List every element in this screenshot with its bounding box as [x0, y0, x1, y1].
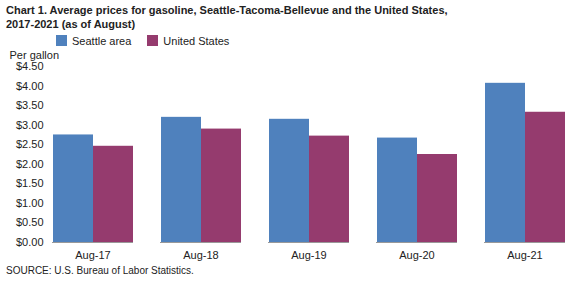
svg-text:$1.50: $1.50 — [16, 177, 44, 189]
svg-text:$1.00: $1.00 — [16, 197, 44, 209]
svg-text:$2.50: $2.50 — [16, 138, 44, 150]
html-text:SOURCE: U.S. Bureau of Labor S: SOURCE: U.S. Bureau of Labor Statistics. — [6, 265, 194, 276]
svg-text:Aug-21: Aug-21 — [507, 249, 542, 261]
svg-text:$4.50: $4.50 — [16, 60, 44, 72]
svg-text:$0.50: $0.50 — [16, 216, 44, 228]
svg-text:$3.50: $3.50 — [16, 99, 44, 111]
svg-text:Per gallon: Per gallon — [10, 49, 60, 61]
html-text:Seattle area: Seattle area — [72, 35, 132, 47]
svg-text:$2.00: $2.00 — [16, 158, 44, 170]
svg-text:Aug-20: Aug-20 — [399, 249, 434, 261]
html-text:Chart 1. Average prices for ga: Chart 1. Average prices for gasoline, Se… — [6, 4, 448, 16]
svg-text:$4.00: $4.00 — [16, 80, 44, 92]
svg-text:$0.00: $0.00 — [16, 236, 44, 248]
html-text:United States: United States — [163, 35, 230, 47]
svg-text:Aug-17: Aug-17 — [75, 249, 110, 261]
svg-text:Aug-19: Aug-19 — [291, 249, 326, 261]
svg-text:$3.00: $3.00 — [16, 119, 44, 131]
svg-text:Aug-18: Aug-18 — [183, 249, 218, 261]
html-text:2017-2021 (as of August): 2017-2021 (as of August) — [6, 18, 136, 30]
